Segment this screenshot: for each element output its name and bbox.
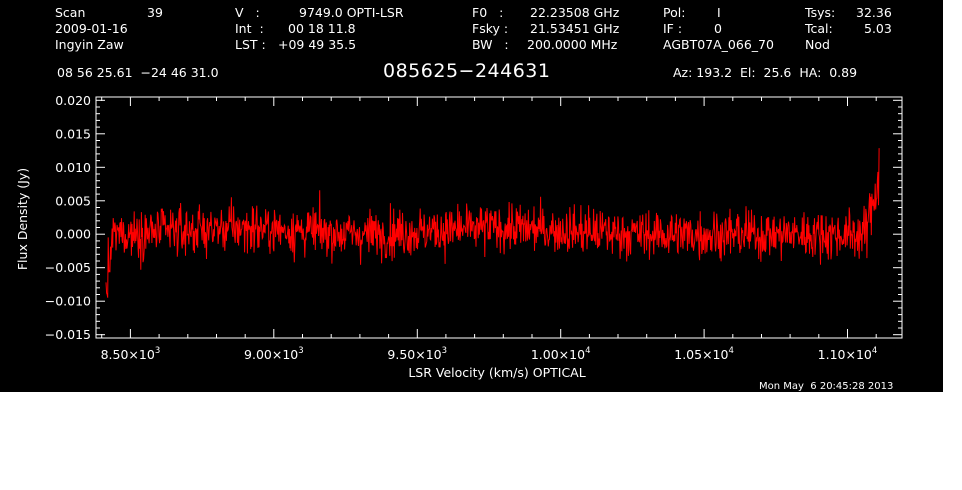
sky-frequency-value: 21.53451 GHz [530,21,620,36]
rest-frequency-label: F0 : [472,5,504,20]
y-tick-label: −0.015 [45,327,91,342]
if-value: 0 [714,21,722,36]
velocity-value: 9749.0 OPTI-LSR [299,5,404,20]
polarization-value: I [717,5,721,20]
x-tick-label: 9.50×103 [387,346,447,362]
bandwidth-value: 200.0000 MHz [527,37,618,52]
lst-label: LST : [235,37,266,52]
x-tick-label: 8.50×103 [101,346,161,362]
scan-number: 39 [147,5,163,20]
if-label: IF : [663,21,683,36]
y-tick-label: −0.010 [45,294,91,309]
tsys-value: 32.36 [856,5,892,20]
spectrum-panel: 0.020 0.015 0.010 0.005 0.000 −0.005 −0.010 −0.… [0,0,943,392]
scan-label: Scan [55,5,86,20]
source-coordinates: 08 56 25.61 −24 46 31.0 [57,65,219,80]
x-tick-label: 1.05×104 [674,346,734,362]
source-name: 085625−244631 [383,60,551,82]
y-axis-label: Flux Density (Jy) [15,168,30,270]
plot-timestamp: Mon May 6 20:45:28 2013 [759,381,894,392]
integration-value: 00 18 11.8 [288,21,356,36]
observation-date: 2009-01-16 [55,21,128,36]
y-tick-label: 0.000 [55,227,91,242]
observing-mode: Nod [805,37,830,52]
tsys-label: Tsys: [805,5,836,20]
sky-frequency-label: Fsky : [472,21,509,36]
spectrum-series-layer [105,148,880,298]
velocity-label: V : [235,5,260,20]
tcal-value: 5.03 [864,21,892,36]
plot-frame [95,96,903,339]
x-tick-label: 1.10×104 [818,346,878,362]
rest-frequency-value: 22.23508 GHz [530,5,620,20]
observer-name: Ingyin Zaw [55,37,124,52]
pointing-info: Az: 193.2 El: 25.6 HA: 0.89 [673,65,858,80]
bandwidth-label: BW : [472,37,509,52]
y-tick-label: 0.015 [55,126,91,141]
x-tick-label: 9.00×103 [244,346,304,362]
y-tick-label: −0.005 [45,260,91,275]
tcal-label: Tcal: [805,21,833,36]
y-tick-label: 0.010 [55,160,91,175]
spectrum-chart: 0.020 0.015 0.010 0.005 0.000 −0.005 −0.010 −0.… [15,93,903,380]
y-tick-label: 0.005 [55,193,91,208]
polarization-label: Pol: [663,5,686,20]
x-axis-label: LSR Velocity (km/s) OPTICAL [408,365,585,380]
lst-value: +09 49 35.5 [278,37,357,52]
x-tick-label: 1.00×104 [531,346,591,362]
integration-label: Int : [235,21,264,36]
y-tick-label: 0.020 [55,93,91,108]
axes-layer: 0.020 0.015 0.010 0.005 0.000 −0.005 −0.010 −0.… [45,93,903,362]
project-id: AGBT07A_066_70 [663,37,774,52]
spectrum-line [105,148,880,298]
